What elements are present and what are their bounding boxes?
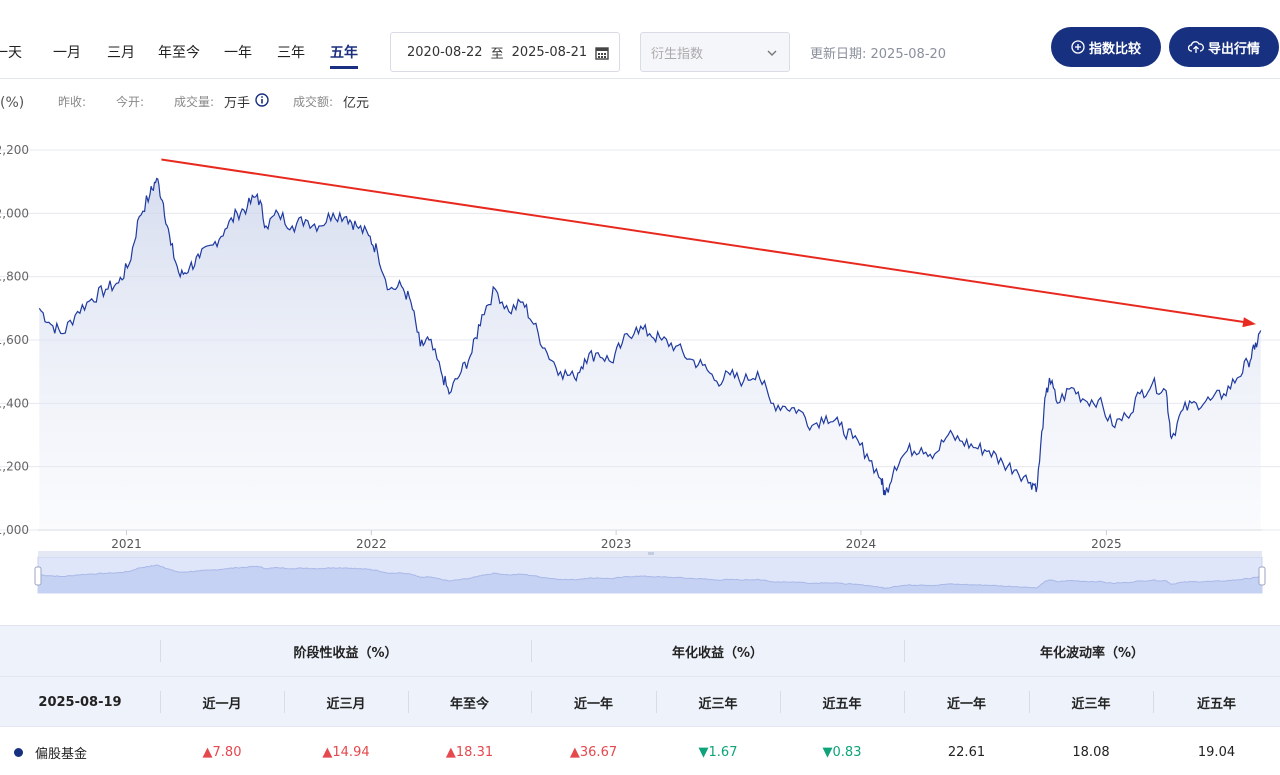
y-tick-label: 1,800 <box>0 270 29 284</box>
table-group-header: 阶段性收益（%） 年化收益（%） 年化波动率（%） <box>0 626 1280 676</box>
annotation-arrow-head <box>1242 317 1256 328</box>
table-cell: ▲7.80 <box>202 744 242 760</box>
column-header[interactable]: 近五年 <box>1196 696 1236 712</box>
date-separator: 至 <box>490 46 504 62</box>
annotation-arrow-line <box>161 158 1249 324</box>
table-column-header: 2025-08-19 近一月 近三月 年至今 近一年 近三年 近五年 近一年 近三年 近五年 <box>0 676 1280 726</box>
calendar-icon <box>595 47 609 60</box>
column-header[interactable]: 近三年 <box>1071 696 1111 712</box>
group-annualized-returns: 年化收益（%） <box>671 645 764 661</box>
tab-three-months[interactable]: 三月 <box>107 45 135 61</box>
cloud-upload-icon <box>1187 41 1204 53</box>
table-cell: ▲14.94 <box>322 744 370 760</box>
y-tick-label: 1,000 <box>0 523 29 537</box>
derivative-index-placeholder: 衍生指数 <box>651 46 704 62</box>
column-header[interactable]: 近五年 <box>822 696 862 712</box>
table-cell: ▲36.67 <box>569 744 618 760</box>
navigator-area <box>38 565 1262 593</box>
tab-one-year[interactable]: 一年 <box>224 45 252 61</box>
index-compare-label: 指数比较 <box>1088 41 1141 57</box>
table-row[interactable]: 偏股基金 ▲7.80 ▲14.94 ▲18.31 ▲36.67 ▼1.67 ▼0.83 22… <box>0 726 1280 775</box>
series-line <box>38 177 1262 496</box>
x-tick-label: 2022 <box>356 537 387 551</box>
column-header[interactable]: 近一月 <box>202 696 242 712</box>
turnover-unit: 亿元 <box>343 96 370 111</box>
x-tick-label: 2024 <box>846 537 877 551</box>
table-cell: ▲18.31 <box>445 744 494 760</box>
column-header[interactable]: 年至今 <box>449 696 489 712</box>
series-area <box>39 178 1261 530</box>
y-tick-label: 2,000 <box>0 206 29 220</box>
export-quotes-label: 导出行情 <box>1207 41 1260 57</box>
table-cell: ▼0.83 <box>822 744 862 760</box>
open-label: 今开: <box>116 95 145 109</box>
chevron-down-icon <box>767 50 777 56</box>
x-tick-label: 2023 <box>601 537 632 551</box>
group-annualized-volatility: 年化波动率（%） <box>1039 645 1145 661</box>
index-compare-button[interactable]: 指数比较 <box>1051 27 1161 67</box>
prev-close-label: 昨收: <box>58 95 87 109</box>
navigator-right-handle[interactable] <box>1258 566 1266 586</box>
update-date: 更新日期: 2025-08-20 <box>810 47 947 62</box>
export-quotes-button[interactable]: 导出行情 <box>1169 27 1279 67</box>
tab-one-month[interactable]: 一月 <box>53 45 81 61</box>
x-tick-label: 2025 <box>1091 537 1122 551</box>
plus-circle-icon <box>1071 40 1085 54</box>
column-header[interactable]: 近一年 <box>573 696 613 712</box>
toolbar: 一天 一月 三月 年至今 一年 三年 五年 2020-08-22 至 2025-… <box>0 0 1280 79</box>
series-marker <box>14 747 23 757</box>
table-cell: 18.08 <box>1072 744 1110 760</box>
x-tick-label: 2021 <box>111 537 142 551</box>
navigator-left-handle[interactable] <box>34 566 42 586</box>
navigator-grip <box>648 552 654 555</box>
derivative-index-select[interactable]: 衍生指数 <box>640 32 790 72</box>
y-tick-label: 1,400 <box>0 396 29 410</box>
navigator-line <box>39 564 1261 590</box>
y-unit-label: (%) <box>0 95 25 111</box>
fund-name-cell: 偏股基金 <box>0 727 160 775</box>
volume-label: 成交量: <box>174 95 215 109</box>
tab-three-years[interactable]: 三年 <box>277 45 305 61</box>
date-end: 2025-08-21 <box>511 44 588 60</box>
returns-table: 阶段性收益（%） 年化收益（%） 年化波动率（%） 2025-08-19 近一月… <box>0 625 1280 775</box>
table-cell: ▼1.67 <box>698 744 738 760</box>
turnover-label: 成交额: <box>293 95 334 109</box>
index-line-chart[interactable]: 1,000 1,200 1,400 1,600 1,800 2,000 2,200 2021 2… <box>0 120 1280 600</box>
tab-ytd[interactable]: 年至今 <box>158 45 200 61</box>
tab-one-day[interactable]: 一天 <box>0 45 22 61</box>
y-tick-label: 1,600 <box>0 333 29 347</box>
info-icon[interactable] <box>255 93 269 107</box>
y-tick-label: 1,200 <box>0 460 29 474</box>
column-header[interactable]: 近三月 <box>326 696 366 712</box>
date-start: 2020-08-22 <box>407 44 483 60</box>
group-period-returns: 阶段性收益（%） <box>293 645 398 661</box>
table-cell: 22.61 <box>947 744 986 760</box>
date-range-picker[interactable]: 2020-08-22 至 2025-08-21 <box>390 32 620 72</box>
table-date: 2025-08-19 <box>38 694 122 710</box>
tab-five-years[interactable]: 五年 <box>330 42 358 69</box>
table-cell: 19.04 <box>1197 744 1236 760</box>
y-tick-label: 2,200 <box>0 143 29 157</box>
column-header[interactable]: 近一年 <box>946 696 986 712</box>
column-header[interactable]: 近三年 <box>698 696 738 712</box>
fund-name: 偏股基金 <box>35 746 88 762</box>
volume-unit: 万手 <box>224 96 251 111</box>
